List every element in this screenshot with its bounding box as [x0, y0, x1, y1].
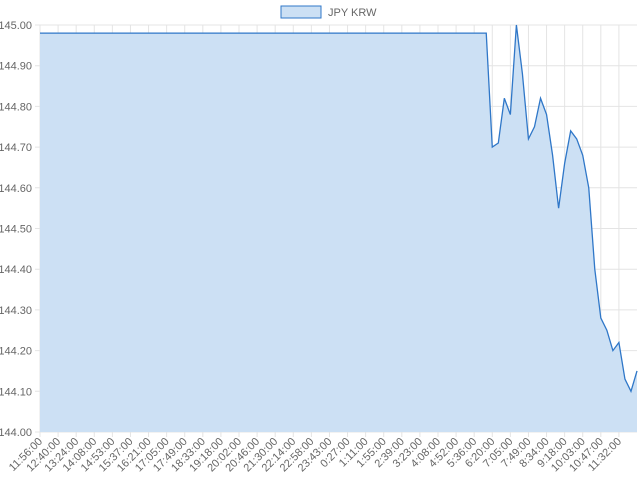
y-tick-label: 144.70	[0, 142, 32, 154]
y-tick-label: 144.30	[0, 305, 32, 317]
legend-label: JPY KRW	[328, 7, 377, 19]
y-tick-label: 144.80	[0, 101, 32, 113]
legend-swatch	[280, 5, 322, 19]
y-tick-label: 144.00	[0, 427, 32, 439]
y-tick-label: 144.50	[0, 224, 32, 236]
line	[40, 24, 638, 394]
y-tick-label: 144.90	[0, 61, 32, 73]
y-tick-label: 144.40	[0, 264, 32, 276]
legend-item: JPY KRW	[280, 5, 377, 19]
y-tick-label: 144.60	[0, 183, 32, 195]
y-tick-label: 145.00	[0, 20, 32, 32]
y-tick-label: 144.20	[0, 346, 32, 358]
y-tick-label: 144.10	[0, 386, 32, 398]
area-fill	[40, 25, 637, 432]
